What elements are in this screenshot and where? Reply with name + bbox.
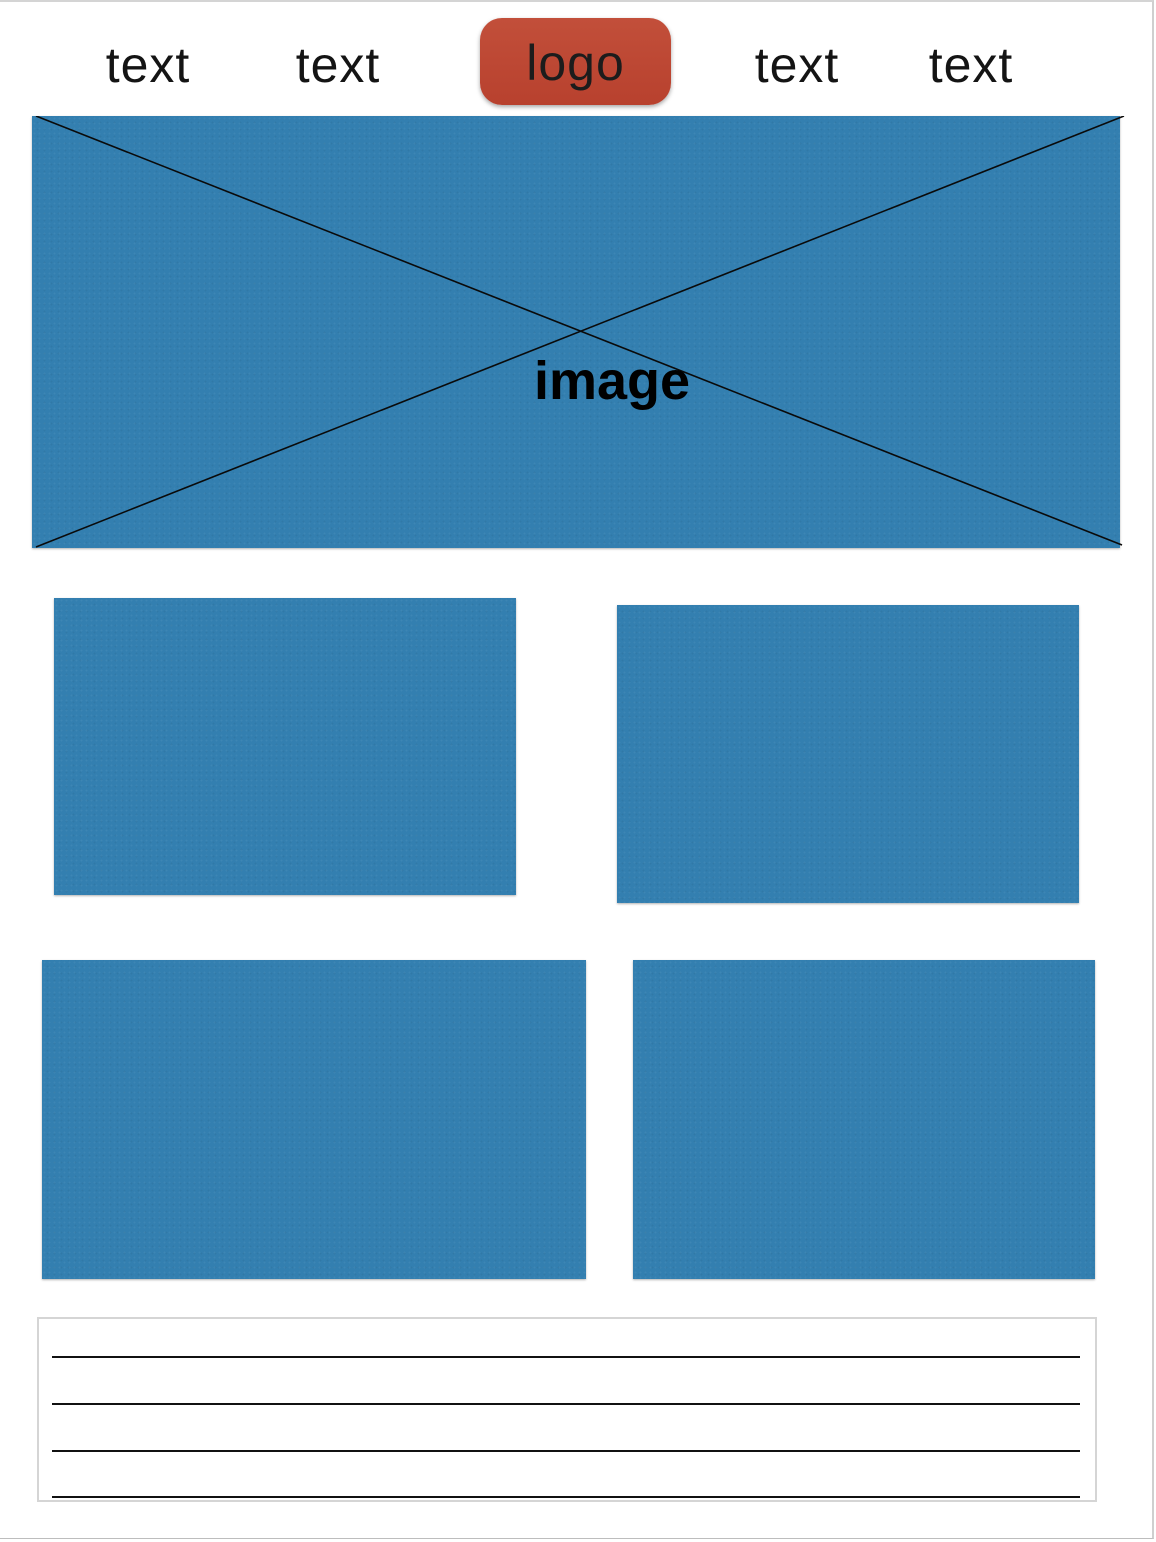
nav-item-3[interactable]: text bbox=[754, 37, 840, 93]
placeholder-cross-icon bbox=[35, 116, 1125, 548]
hero-image-placeholder: image bbox=[32, 116, 1125, 548]
content-tile-3 bbox=[42, 960, 586, 1279]
hero-image-label: image bbox=[533, 351, 691, 411]
content-tile-1 bbox=[54, 598, 516, 895]
text-block-placeholder bbox=[37, 1317, 1097, 1502]
text-line-1 bbox=[52, 1356, 1080, 1358]
text-line-4 bbox=[52, 1496, 1080, 1498]
text-line-3 bbox=[52, 1450, 1080, 1452]
nav-item-4[interactable]: text bbox=[928, 37, 1014, 93]
nav-item-1[interactable]: text bbox=[105, 37, 191, 93]
text-line-2 bbox=[52, 1403, 1080, 1405]
logo-button[interactable]: logo bbox=[480, 18, 671, 105]
content-tile-4 bbox=[633, 960, 1095, 1279]
content-tile-2 bbox=[617, 605, 1079, 903]
nav-item-2[interactable]: text bbox=[295, 37, 381, 93]
